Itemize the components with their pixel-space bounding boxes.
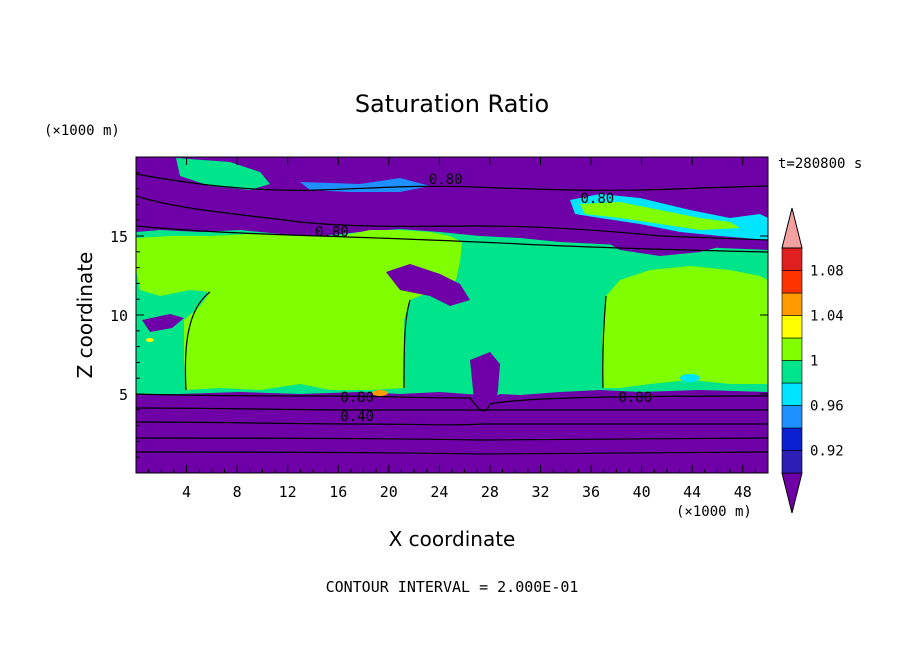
upper-cloud-patch-3 (580, 202, 740, 230)
colorbar-swatch (781, 337, 803, 361)
colorbar-swatch (781, 270, 803, 294)
colorbar-swatch (781, 315, 803, 339)
contour-label: 0.80 (340, 390, 374, 406)
colorbar-swatch (781, 247, 803, 271)
colorbar-label: 0.92 (810, 444, 844, 460)
contour-label: 0.40 (340, 409, 374, 425)
colorbar-under-triangle (781, 472, 803, 514)
contour-lines (136, 173, 768, 455)
contour-label: 0.80 (581, 191, 615, 207)
dry-intrusion-mid (386, 264, 470, 306)
supersaturated-region-left (136, 230, 462, 390)
upper-cloud-patch (176, 158, 270, 190)
x-tick-label: 12 (279, 483, 297, 501)
x-tick-label: 20 (380, 483, 398, 501)
x-tick-label: 28 (481, 483, 499, 501)
time-label: t=280800 s (778, 156, 862, 172)
speck-cyan (680, 374, 700, 382)
colorbar-label: 1 (810, 354, 818, 370)
colorbar-swatch (781, 450, 803, 474)
colorbar-label: 0.96 (810, 399, 844, 415)
x-tick-label: 4 (182, 483, 191, 501)
speck-orange (372, 390, 388, 396)
x-tick-label: 16 (329, 483, 347, 501)
contour-interval-footer: CONTOUR INTERVAL = 2.000E-01 (326, 578, 579, 596)
colorbar-swatch (781, 405, 803, 429)
y-axis-label: Z coordinate (73, 252, 97, 379)
colorbar-swatch (781, 292, 803, 316)
x-tick-label: 24 (430, 483, 448, 501)
contour-labels: 0.80 0.80 0.80 0.80 0.80 0.40 (315, 172, 652, 425)
x-tick-label: 48 (734, 483, 752, 501)
y-tick-label: 15 (110, 228, 128, 246)
x-axis-label: X coordinate (389, 527, 516, 551)
contour-label: 0.80 (315, 224, 349, 240)
colorbar-swatch (781, 427, 803, 451)
colorbar-swatch (781, 360, 803, 384)
chart-title: Saturation Ratio (355, 90, 549, 118)
speck-yellow (146, 338, 154, 342)
supersaturated-region-right (602, 266, 768, 388)
colorbar-swatch (781, 382, 803, 406)
y-tick-label: 10 (110, 307, 128, 325)
x-tick-label: 8 (233, 483, 242, 501)
contour-label: 0.80 (429, 172, 463, 188)
contour-label: 0.80 (618, 390, 652, 406)
y-axis-units: (×1000 m) (44, 123, 120, 139)
x-tick-label: 36 (582, 483, 600, 501)
upper-cloud-patch-4 (300, 178, 430, 192)
x-tick-label: 32 (531, 483, 549, 501)
colorbar-over-triangle (781, 207, 803, 249)
x-axis: 4 8 12 16 20 24 28 32 36 40 44 48 (148, 157, 756, 501)
x-tick-label: 44 (683, 483, 701, 501)
contour-field (136, 157, 768, 473)
dry-intrusion-left (142, 314, 184, 332)
colorbar-label: 1.08 (810, 264, 844, 280)
x-tick-label: 40 (633, 483, 651, 501)
y-tick-label: 5 (119, 386, 128, 404)
y-axis: 5 10 15 (110, 172, 768, 458)
colorbar: 1.08 1.04 1 0.96 0.92 (781, 207, 844, 514)
colorbar-label: 1.04 (810, 309, 844, 325)
x-axis-units: (×1000 m) (676, 504, 752, 520)
